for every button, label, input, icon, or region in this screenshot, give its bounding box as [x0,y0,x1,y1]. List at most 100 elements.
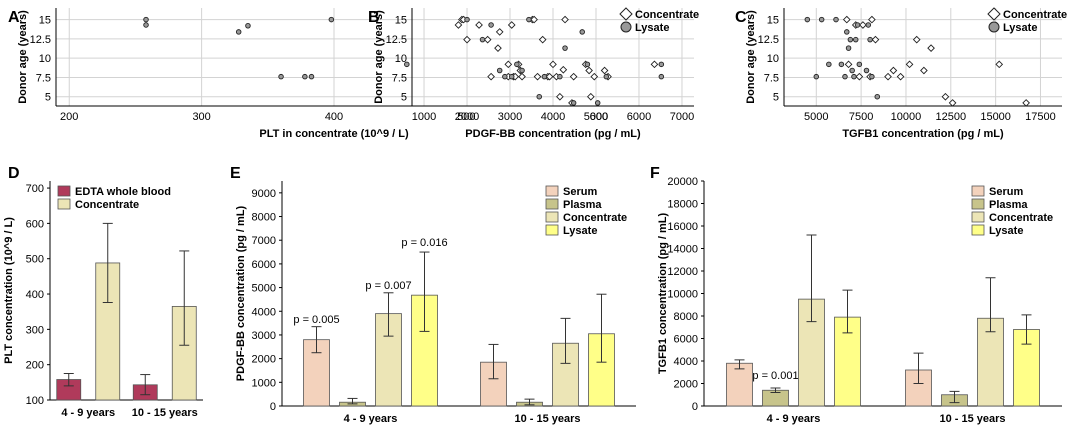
x-tick-label: 2000 [455,111,479,123]
y-tick-label: 7.5 [392,72,407,84]
data-point-concentrate [556,92,564,101]
data-point-lysate [849,67,855,74]
data-point-concentrate [585,66,593,75]
x-tick-label: 10000 [891,111,922,123]
y-tick-label: 2000 [674,379,698,391]
panel-letter: D [8,165,20,182]
legend-label: Plasma [563,199,602,211]
y-tick-label: 10 [39,53,51,65]
legend-swatch-lysate [988,21,1000,33]
panel-d: D 100 200 300 400 500 600 700 PLT concentration … [3,165,203,419]
legend-label: Serum [989,186,1023,198]
y-tick-label: 15 [395,15,407,27]
y-tick-label: 1000 [252,377,276,389]
data-point-concentrate [941,92,950,101]
y-tick-label: 10 [767,53,779,65]
data-point-concentrate [927,44,935,52]
data-point [328,16,335,23]
data-point-concentrate [559,65,568,74]
y-tick-label: 15 [39,15,51,27]
y-tick-label: 3000 [252,330,276,342]
x-tick-label: 600 [590,111,608,123]
x-tick-label: 7500 [849,111,873,123]
data-point-lysate [869,73,875,80]
x-tick-label: 5000 [804,111,828,123]
panel-e: E 0 1000 2000 3000 4000 5000 6000 7000 8000 9000 PD… [230,165,636,425]
y-tick-label: 600 [26,218,44,230]
y-tick-label: 15 [767,15,779,27]
data-point-lysate [854,22,861,28]
p-value-annotation: p = 0.007 [365,280,411,292]
data-point [308,73,315,80]
x-axis-title: PDGF-BB concentration (pg / mL) [465,128,641,140]
data-point-lysate [519,67,525,74]
data-point-lysate [508,73,515,80]
data-point-lysate [496,67,503,74]
y-tick-label: 100 [26,395,44,407]
data-point-concentrate [855,72,864,81]
legend-swatch-lysate [971,224,985,236]
data-point-lysate [488,22,494,28]
data-point-concentrate [995,60,1004,69]
data-point-concentrate [1022,99,1030,107]
data-point-lysate [818,16,825,23]
legend-label: Concentrate [989,212,1053,224]
legend-label: Concentrate [75,199,139,211]
legend-swatch-concentrate [545,211,559,223]
data-point-concentrate [504,60,513,69]
data-point-concentrate [650,60,659,69]
data-point-lysate [813,73,820,80]
data-point-lysate [557,73,563,80]
y-tick-label: 5 [773,92,779,104]
y-tick-label: 400 [26,289,44,301]
panel-letter: B [368,9,380,26]
x-category-label: 4 - 9 years [61,407,115,419]
data-point-lysate [603,73,610,80]
y-tick-label: 14000 [667,244,698,256]
y-tick-label: 5000 [252,283,276,295]
data-point-lysate [863,67,870,74]
x-tick-label: 500 [457,111,475,123]
y-tick-label: 2000 [252,354,276,366]
data-point-concentrate [871,35,880,44]
y-tick-label: 12.5 [758,34,779,46]
y-tick-label: 7000 [252,235,276,247]
data-point-concentrate [518,72,526,81]
legend-label: Lysate [1003,22,1037,34]
data-point-lysate [845,45,852,51]
x-axis-title: PLT in concentrate (10^9 / L) [259,128,409,140]
data-point-lysate [536,93,542,100]
panel-letter: F [650,165,660,182]
p-value-annotation: p = 0.005 [293,314,339,326]
data-point [245,22,251,29]
x-tick-label: 5000 [584,111,608,123]
legend-swatch-lysate [620,21,632,33]
data-point [235,29,242,35]
x-tick-label: 6000 [627,111,651,123]
data-point-lysate [851,73,857,80]
legend-swatch-plasma [545,198,559,210]
data-point-lysate [594,100,601,106]
data-point-lysate [838,61,845,68]
panel-b: B 1000 2000 3000 4000 5000 6000 7000 5 7.5 10 12.5 1… [368,7,699,140]
panel-letter: A [8,9,20,26]
data-point-concentrate [494,44,502,52]
data-point-concentrate [948,99,957,107]
legend-label: Concentrate [635,9,699,21]
data-point-lysate [844,29,850,35]
data-point-lysate [804,16,811,23]
legend-label: EDTA whole blood [75,186,171,198]
x-tick-label: 400 [325,111,343,123]
data-point-lysate [584,61,591,68]
data-point-lysate [514,61,520,68]
x-tick-label: 4000 [541,111,565,123]
y-axis-title: Donor age (years) [373,10,385,104]
legend-label: Plasma [989,199,1028,211]
x-tick-label: 17500 [1025,111,1056,123]
y-tick-label: 7.5 [764,72,779,84]
p-value-annotation: p = 0.016 [401,237,447,249]
